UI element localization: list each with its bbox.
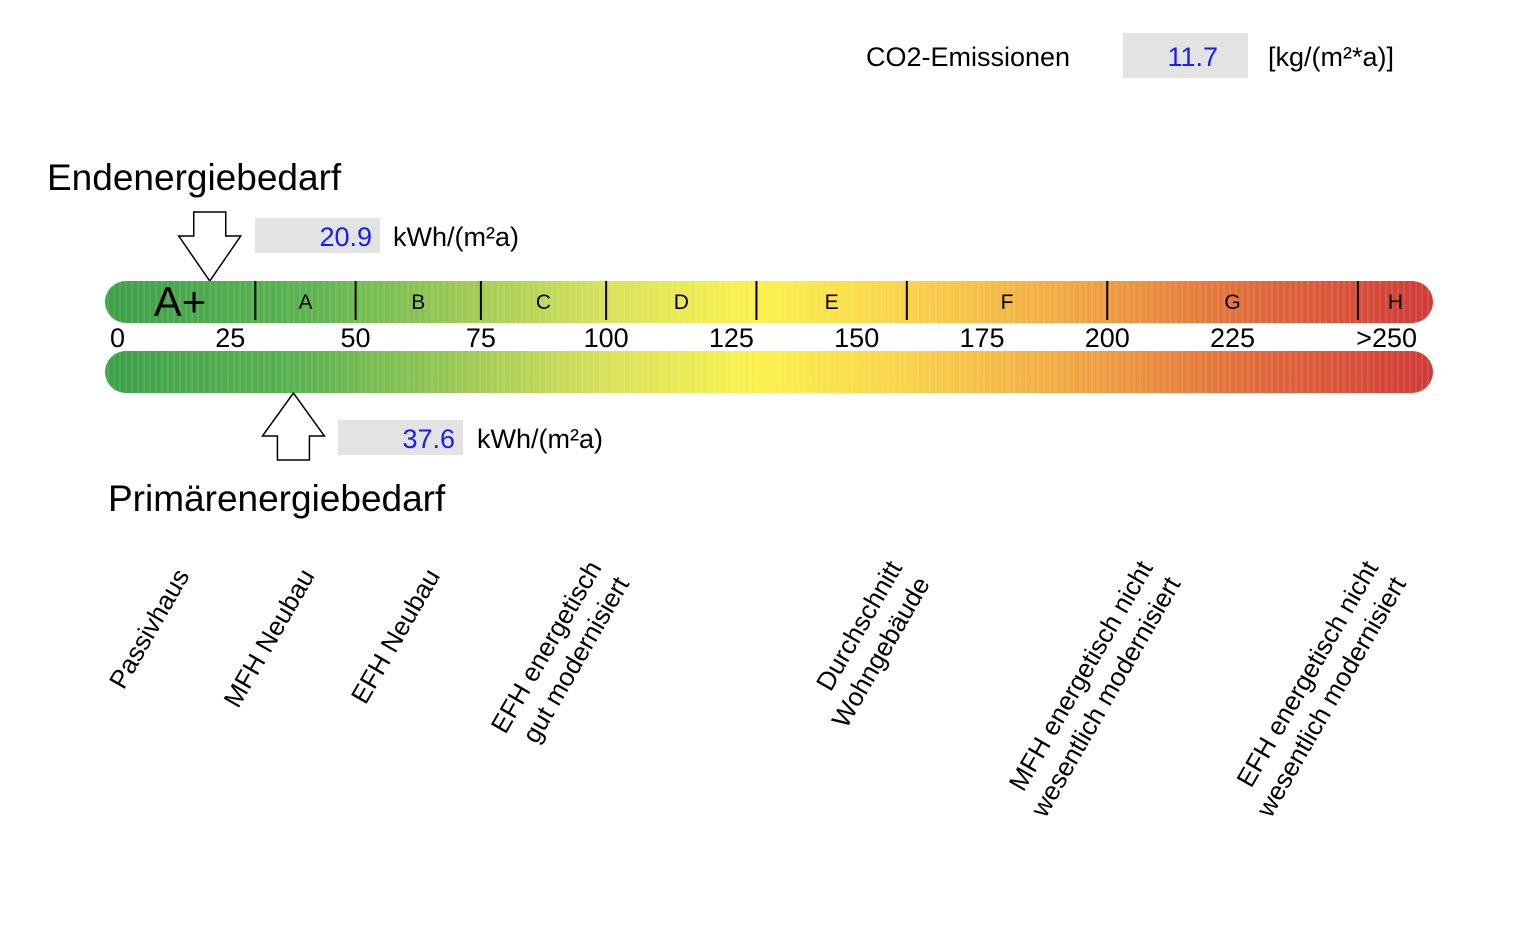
class-dividers xyxy=(254,281,1359,320)
final-energy-arrow-icon xyxy=(177,211,243,283)
building-type-line: EFH Neubau xyxy=(345,563,446,708)
primary-energy-unit: kWh/(m²a) xyxy=(477,424,603,454)
primary-energy-scale-bar xyxy=(105,351,1433,393)
building-type-labels: Passivhaus MFH Neubau EFH Neubau EFH energe… xyxy=(103,555,1412,823)
primary-energy-arrow-icon xyxy=(260,391,326,461)
class-label-A: A xyxy=(298,291,312,314)
tick-label-200: 200 xyxy=(1085,323,1130,353)
tick-label-250: >250 xyxy=(1356,323,1417,353)
class-labels: A+ A B C D E F G H xyxy=(154,278,1403,325)
final-energy-unit: kWh/(m²a) xyxy=(393,222,519,252)
class-label-A+: A+ xyxy=(154,278,207,325)
primary-energy-value: 37.6 xyxy=(402,424,455,454)
primary-energy-bar-fill xyxy=(105,351,1433,393)
co2-unit: [kg/(m²*a)] xyxy=(1268,42,1394,72)
tick-labels: 0 25 50 75 100 125 150 175 200 225 >250 xyxy=(110,323,1417,353)
tick-label-175: 175 xyxy=(959,323,1004,353)
building-type-line: MFH Neubau xyxy=(217,563,320,712)
building-type-1: MFH Neubau xyxy=(217,563,320,712)
tick-label-225: 225 xyxy=(1210,323,1255,353)
co2-value-box xyxy=(1123,33,1248,78)
tick-label-50: 50 xyxy=(341,323,371,353)
primary-energy-title: Primärenergiebedarf xyxy=(108,478,446,519)
tick-label-100: 100 xyxy=(584,323,629,353)
primary-energy-value-box xyxy=(338,420,463,455)
co2-value: 11.7 xyxy=(1167,42,1218,72)
final-energy-bar-fill xyxy=(105,281,1433,323)
co2-label: CO2-Emissionen xyxy=(866,42,1070,72)
tick-label-75: 75 xyxy=(466,323,496,353)
final-energy-value-box xyxy=(255,218,380,253)
building-type-0: Passivhaus xyxy=(103,563,195,693)
final-energy-title: Endenergiebedarf xyxy=(47,157,342,198)
class-label-G: G xyxy=(1224,291,1240,314)
primary-energy-bar-fill-stripes xyxy=(107,351,1429,393)
tick-label-150: 150 xyxy=(834,323,879,353)
tick-label-25: 25 xyxy=(215,323,245,353)
tick-label-0: 0 xyxy=(110,323,125,353)
building-type-line: Passivhaus xyxy=(103,563,195,693)
class-label-C: C xyxy=(536,291,551,314)
building-type-2: EFH Neubau xyxy=(345,563,446,708)
final-energy-value: 20.9 xyxy=(319,222,372,252)
class-label-F: F xyxy=(1001,291,1014,314)
tick-label-125: 125 xyxy=(709,323,754,353)
class-label-H: H xyxy=(1388,291,1403,314)
class-label-E: E xyxy=(825,291,839,314)
class-label-D: D xyxy=(674,291,689,314)
final-energy-scale-bar xyxy=(105,281,1433,323)
class-label-B: B xyxy=(411,291,425,314)
final-energy-bar-fill-stripes xyxy=(107,281,1429,323)
